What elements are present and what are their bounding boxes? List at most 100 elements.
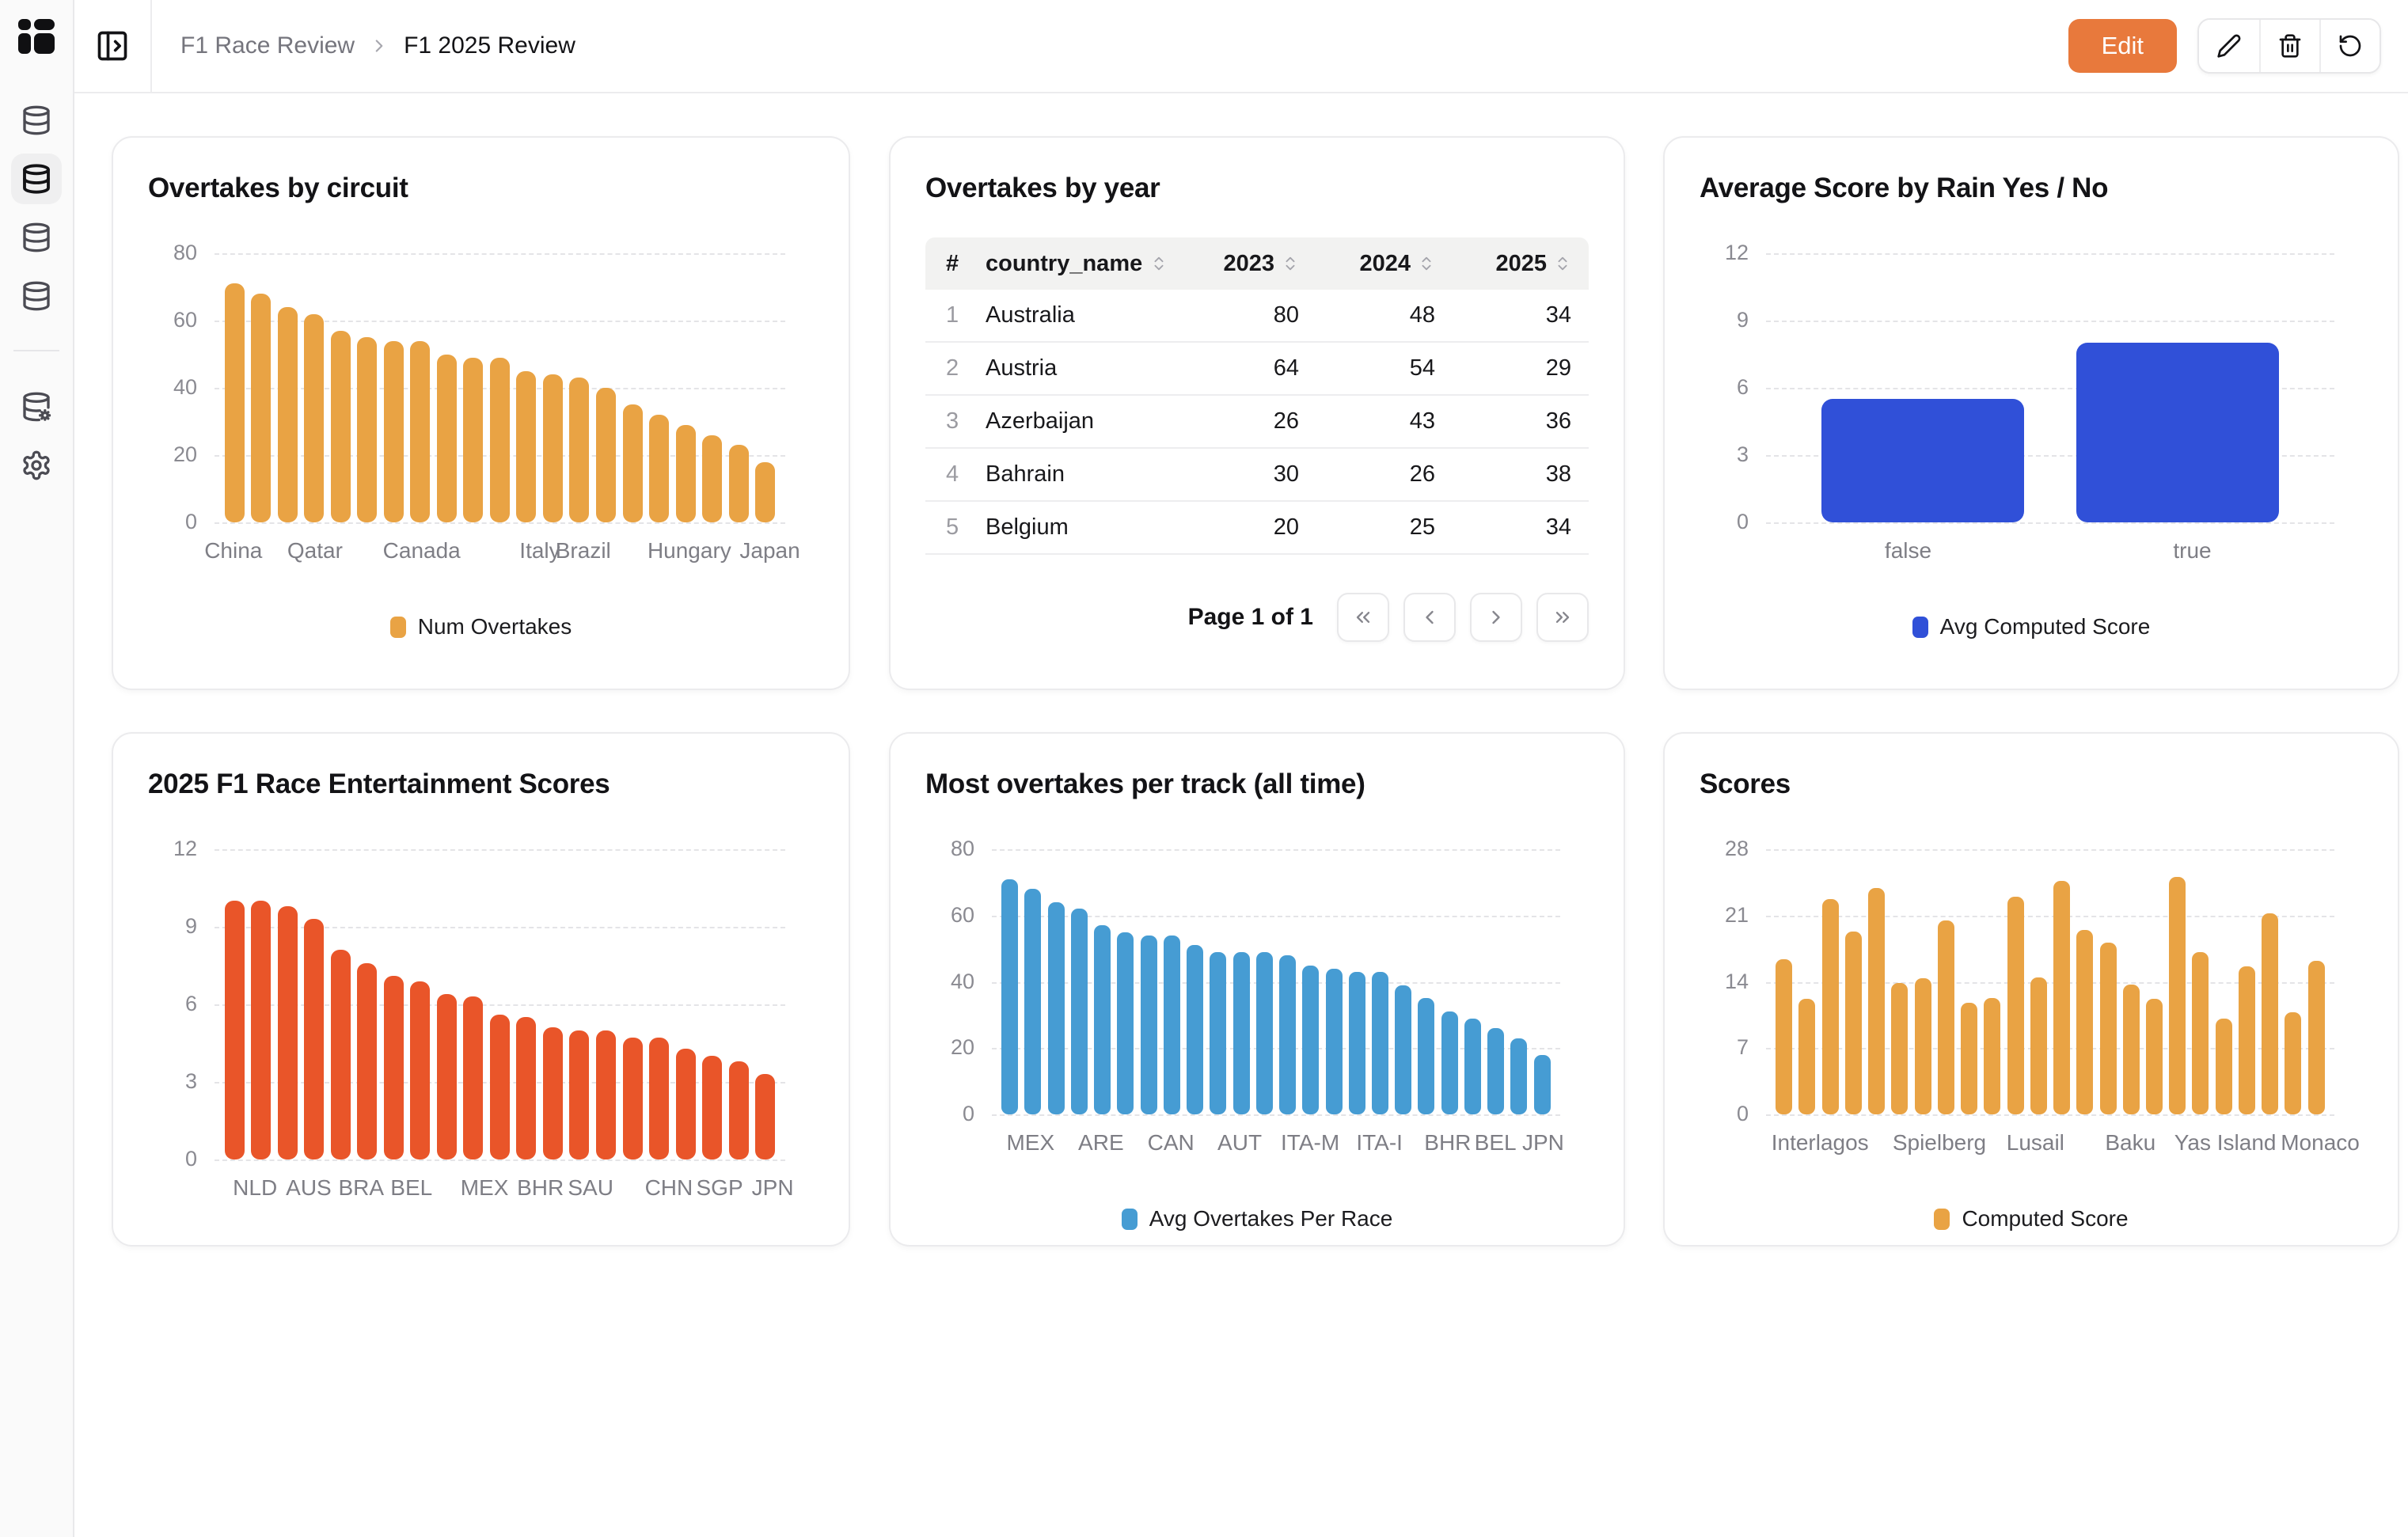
bar[interactable] — [463, 996, 484, 1159]
bar[interactable] — [1001, 879, 1019, 1114]
sidebar-item-database-3[interactable] — [11, 212, 62, 263]
bar[interactable] — [1914, 977, 1931, 1114]
rename-button[interactable] — [2199, 20, 2259, 72]
bar[interactable] — [1868, 888, 1886, 1114]
bar[interactable] — [2192, 952, 2209, 1114]
sidebar-item-database-1[interactable] — [11, 95, 62, 146]
bar[interactable] — [1371, 971, 1388, 1114]
column-header-2023[interactable]: 2023 — [1180, 251, 1316, 277]
bar[interactable] — [330, 950, 351, 1159]
bar[interactable] — [2030, 977, 2047, 1114]
bar[interactable] — [1279, 955, 1297, 1114]
bar[interactable] — [277, 905, 298, 1159]
bar[interactable] — [2215, 1019, 2232, 1114]
bar[interactable] — [1348, 971, 1365, 1114]
bar[interactable] — [1140, 935, 1157, 1114]
bar[interactable] — [702, 1056, 723, 1159]
bar[interactable] — [330, 330, 351, 522]
bar[interactable] — [2007, 896, 2024, 1114]
bar[interactable] — [1821, 399, 2024, 522]
bar[interactable] — [755, 1074, 776, 1159]
bar[interactable] — [489, 1015, 510, 1159]
bar[interactable] — [1094, 925, 1111, 1114]
delete-button[interactable] — [2259, 20, 2319, 72]
next-page-button[interactable] — [1470, 593, 1522, 642]
bar[interactable] — [622, 1038, 643, 1159]
column-header-2024[interactable]: 2024 — [1316, 251, 1453, 277]
bar[interactable] — [1891, 982, 1909, 1114]
bar[interactable] — [2053, 880, 2071, 1114]
bar[interactable] — [2285, 1011, 2302, 1114]
bar[interactable] — [1325, 968, 1343, 1114]
bar[interactable] — [1798, 999, 1816, 1114]
sidebar-item-settings[interactable] — [11, 440, 62, 491]
app-logo[interactable] — [16, 16, 57, 57]
table-row[interactable]: 4 Bahrain 30 26 38 — [925, 449, 1589, 502]
bar[interactable] — [2076, 343, 2279, 522]
previous-page-button[interactable] — [1403, 593, 1456, 642]
bar[interactable] — [410, 340, 431, 522]
bar[interactable] — [1117, 932, 1134, 1114]
bar[interactable] — [1024, 889, 1042, 1114]
bar[interactable] — [357, 337, 378, 522]
bar[interactable] — [649, 1038, 670, 1159]
bar[interactable] — [649, 415, 670, 522]
bar[interactable] — [1961, 1002, 1978, 1114]
table-row[interactable]: 1 Australia 80 48 34 — [925, 290, 1589, 343]
first-page-button[interactable] — [1337, 593, 1389, 642]
bar[interactable] — [728, 1061, 749, 1159]
bar[interactable] — [1533, 1054, 1551, 1114]
bar[interactable] — [1187, 945, 1204, 1114]
bar[interactable] — [1510, 1038, 1528, 1114]
bar[interactable] — [1844, 932, 1862, 1114]
bar[interactable] — [516, 1017, 537, 1159]
bar[interactable] — [277, 307, 298, 522]
sidebar-toggle-button[interactable] — [74, 0, 152, 92]
bar[interactable] — [304, 919, 325, 1159]
bar[interactable] — [2122, 985, 2140, 1114]
bar[interactable] — [755, 461, 776, 522]
bar[interactable] — [569, 378, 590, 522]
refresh-button[interactable] — [2319, 20, 2380, 72]
bar[interactable] — [1464, 1018, 1481, 1114]
bar[interactable] — [1163, 935, 1180, 1114]
bar[interactable] — [675, 1048, 696, 1159]
sidebar-item-database-settings[interactable] — [11, 381, 62, 432]
bar[interactable] — [542, 374, 563, 522]
breadcrumb-root[interactable]: F1 Race Review — [180, 32, 355, 59]
bar[interactable] — [702, 435, 723, 522]
table-row[interactable]: 2 Austria 64 54 29 — [925, 343, 1589, 396]
bar[interactable] — [1395, 985, 1412, 1114]
bar[interactable] — [1984, 997, 2001, 1114]
bar[interactable] — [383, 976, 404, 1159]
bar[interactable] — [383, 340, 404, 522]
edit-button[interactable]: Edit — [2068, 19, 2177, 73]
bar[interactable] — [1070, 909, 1088, 1114]
bar[interactable] — [2169, 876, 2186, 1114]
bar[interactable] — [436, 354, 457, 522]
bar[interactable] — [1047, 902, 1065, 1114]
bar[interactable] — [1776, 958, 1793, 1114]
bar[interactable] — [463, 357, 484, 522]
bar[interactable] — [569, 1030, 590, 1159]
bar[interactable] — [1487, 1028, 1505, 1114]
bar[interactable] — [595, 388, 616, 522]
bar[interactable] — [224, 283, 245, 522]
sidebar-item-database-2[interactable] — [11, 154, 62, 204]
bar[interactable] — [410, 981, 431, 1159]
sidebar-item-database-4[interactable] — [11, 271, 62, 321]
bar[interactable] — [1210, 951, 1227, 1114]
bar[interactable] — [2076, 929, 2094, 1114]
bar[interactable] — [2145, 999, 2163, 1114]
bar[interactable] — [1821, 899, 1839, 1114]
bar[interactable] — [675, 424, 696, 522]
bar[interactable] — [1937, 920, 1954, 1114]
last-page-button[interactable] — [1536, 593, 1589, 642]
bar[interactable] — [357, 962, 378, 1159]
bar[interactable] — [304, 313, 325, 522]
bar[interactable] — [489, 357, 510, 522]
bar[interactable] — [2238, 966, 2255, 1114]
column-header-2025[interactable]: 2025 — [1453, 251, 1589, 277]
bar[interactable] — [1441, 1011, 1458, 1114]
bar[interactable] — [728, 445, 749, 522]
